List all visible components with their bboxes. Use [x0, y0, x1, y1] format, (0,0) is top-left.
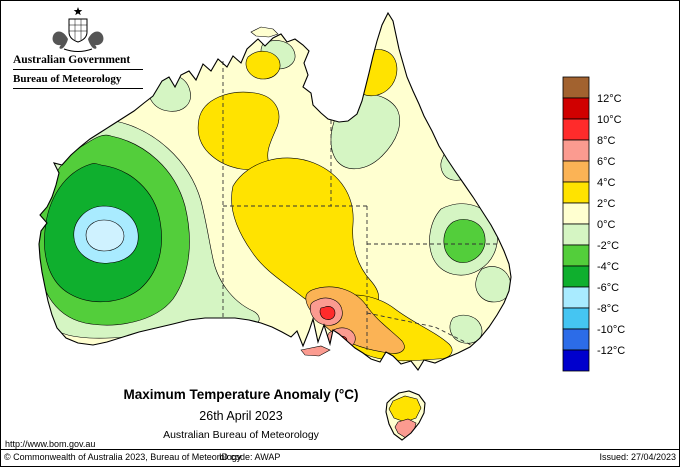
legend-label: -2°C — [597, 240, 619, 252]
legend-swatch — [562, 181, 590, 204]
region-qld-coast-pale-green — [440, 148, 472, 181]
region-top-end-yellow — [245, 51, 281, 80]
legend-swatch — [562, 202, 590, 225]
border-nsw-vic — [366, 312, 472, 346]
coat-of-arms-icon — [52, 7, 104, 52]
legend-swatch — [562, 286, 590, 309]
legend-label: 12°C — [597, 93, 622, 105]
legend-label: -8°C — [597, 303, 619, 315]
legend-swatch — [562, 307, 590, 330]
crest-emu-icon — [88, 31, 104, 49]
crest-star-icon — [73, 7, 83, 16]
legend-label: -10°C — [597, 324, 625, 336]
legend-label: 4°C — [597, 177, 616, 189]
id-code-text: ID code: AWAP — [219, 452, 281, 462]
region-spencer-red-spot — [319, 306, 336, 320]
legend-label: 6°C — [597, 156, 616, 168]
legend-swatch — [562, 97, 590, 120]
crest-kangaroo-icon — [52, 31, 68, 49]
region-nsw-coast-pale-green — [475, 266, 511, 303]
legend-label: 10°C — [597, 114, 622, 126]
copyright-text: © Commonwealth of Australia 2023, Bureau… — [4, 452, 242, 462]
crest-scroll-icon — [63, 48, 93, 52]
map-title: Maximum Temperature Anomaly (°C) — [123, 387, 359, 402]
region-fleurieu-salmon — [327, 327, 356, 350]
region-west-cyan-core — [85, 219, 125, 252]
legend-swatch — [562, 139, 590, 162]
legend-swatch — [562, 160, 590, 183]
legend-label: -6°C — [597, 282, 619, 294]
crest-shield-hatch — [69, 19, 87, 40]
government-title: Australian Government — [13, 54, 131, 66]
region-north-yellow — [197, 91, 280, 171]
legend-swatch — [562, 223, 590, 246]
legend-label: 0°C — [597, 219, 616, 231]
australia-anomaly-map — [38, 12, 512, 441]
bureau-title: Bureau of Meteorology — [13, 73, 122, 85]
region-central-yellow — [231, 157, 379, 314]
legend-swatch — [562, 349, 590, 372]
bom-url: http://www.bom.gov.au — [5, 439, 96, 449]
legend-swatch — [562, 265, 590, 288]
legend-label: -12°C — [597, 345, 625, 357]
footer-bar: © Commonwealth of Australia 2023, Bureau… — [1, 449, 679, 466]
temperature-legend: 12°C 10°C 8°C 6°C 4°C 2°C 0°C -2°C -4°C … — [562, 76, 625, 372]
state-borders — [222, 61, 500, 351]
agency-header: Australian Government Bureau of Meteorol… — [13, 6, 143, 92]
legend-label: 8°C — [597, 135, 616, 147]
crest-shield-icon — [68, 18, 88, 43]
map-caption: Maximum Temperature Anomaly (°C) 26th Ap… — [61, 387, 421, 441]
map-date: 26th April 2023 — [199, 409, 283, 423]
legend-swatch — [562, 244, 590, 267]
region-adelaide-red-spot — [335, 335, 348, 347]
region-tas-yellow — [388, 395, 422, 423]
issued-date-text: Issued: 27/04/2023 — [599, 452, 676, 462]
legend-label: -4°C — [597, 261, 619, 273]
legend-swatch — [562, 328, 590, 351]
header-divider — [13, 88, 143, 89]
legend-swatch — [562, 118, 590, 141]
kangaroo-island — [300, 345, 331, 357]
region-seq-green-core — [443, 219, 486, 263]
melville-island — [250, 26, 279, 38]
map-organisation: Australian Bureau of Meteorology — [163, 429, 319, 441]
header-divider — [13, 69, 143, 70]
legend-label: 2°C — [597, 198, 616, 210]
legend-swatch — [562, 76, 590, 99]
